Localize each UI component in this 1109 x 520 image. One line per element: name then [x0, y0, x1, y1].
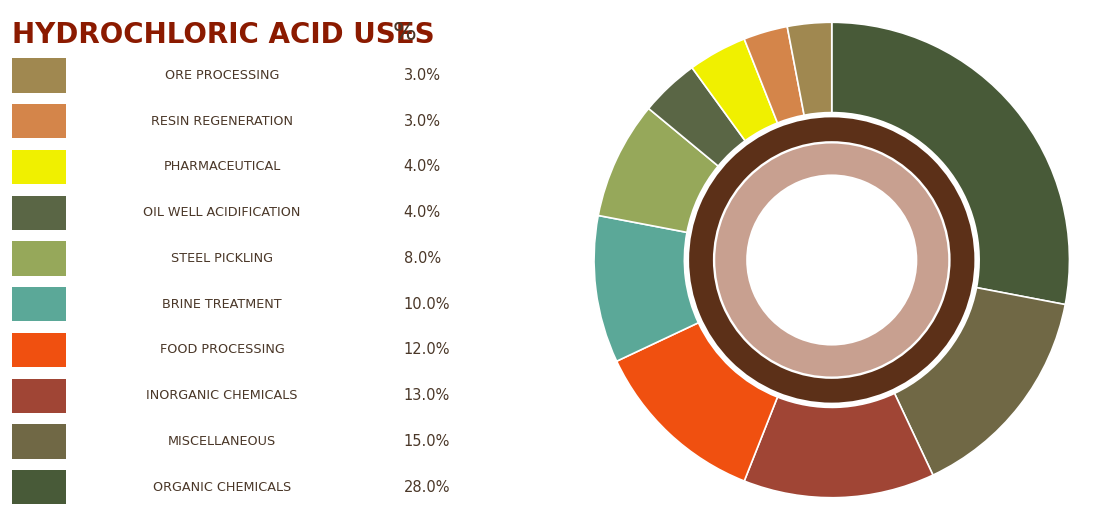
Bar — [11, 196, 67, 230]
Text: MISCELLANEOUS: MISCELLANEOUS — [167, 435, 276, 448]
Text: ORGANIC CHEMICALS: ORGANIC CHEMICALS — [153, 480, 292, 493]
Wedge shape — [594, 215, 699, 361]
Bar — [11, 333, 67, 367]
Wedge shape — [689, 118, 975, 402]
Wedge shape — [832, 22, 1069, 305]
Text: BRINE TREATMENT: BRINE TREATMENT — [162, 297, 282, 310]
Bar — [11, 287, 67, 321]
Wedge shape — [895, 288, 1066, 475]
Text: HYDROCHLORIC ACID USES: HYDROCHLORIC ACID USES — [11, 21, 434, 49]
Wedge shape — [744, 27, 804, 123]
Bar — [11, 424, 67, 459]
Text: %: % — [393, 21, 416, 45]
Text: 3.0%: 3.0% — [404, 68, 440, 83]
Wedge shape — [744, 393, 933, 498]
Text: PHARMACEUTICAL: PHARMACEUTICAL — [163, 160, 281, 173]
Text: 12.0%: 12.0% — [404, 343, 450, 357]
Text: 15.0%: 15.0% — [404, 434, 450, 449]
Wedge shape — [692, 39, 777, 141]
Text: 10.0%: 10.0% — [404, 297, 450, 311]
Bar — [11, 104, 67, 138]
Wedge shape — [617, 323, 777, 481]
Circle shape — [749, 177, 915, 343]
Bar — [11, 58, 67, 93]
Bar — [11, 150, 67, 184]
Bar — [11, 379, 67, 413]
Bar — [11, 470, 67, 504]
Text: 4.0%: 4.0% — [404, 160, 440, 174]
Text: 4.0%: 4.0% — [404, 205, 440, 220]
Text: OIL WELL ACIDIFICATION: OIL WELL ACIDIFICATION — [143, 206, 301, 219]
Text: ORE PROCESSING: ORE PROCESSING — [165, 69, 279, 82]
Text: RESIN REGENERATION: RESIN REGENERATION — [151, 114, 293, 127]
Text: STEEL PICKLING: STEEL PICKLING — [171, 252, 273, 265]
Text: INORGANIC CHEMICALS: INORGANIC CHEMICALS — [146, 389, 298, 402]
Wedge shape — [598, 109, 719, 232]
Bar — [11, 241, 67, 276]
Wedge shape — [715, 144, 948, 376]
Text: FOOD PROCESSING: FOOD PROCESSING — [160, 344, 284, 357]
Wedge shape — [649, 68, 745, 166]
Text: 28.0%: 28.0% — [404, 480, 450, 495]
Text: 3.0%: 3.0% — [404, 114, 440, 128]
Text: 13.0%: 13.0% — [404, 388, 450, 403]
Text: 8.0%: 8.0% — [404, 251, 440, 266]
Wedge shape — [787, 22, 832, 115]
